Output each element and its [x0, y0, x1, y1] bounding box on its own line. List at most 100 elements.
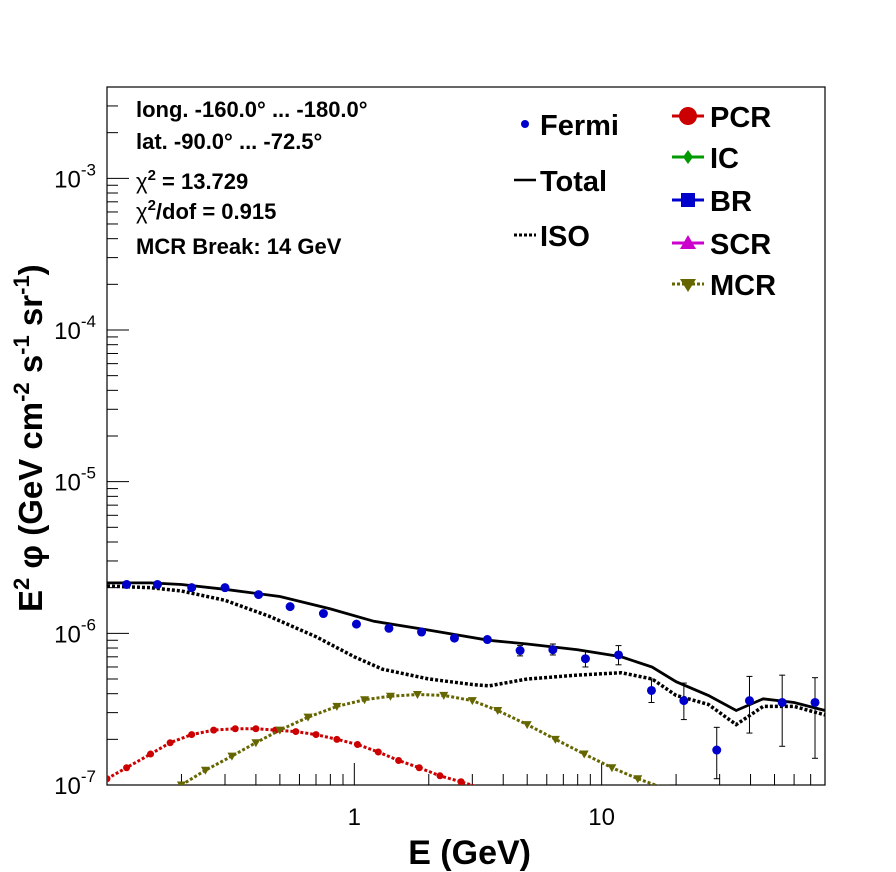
legend-pcr-marker: [679, 107, 697, 125]
legend-fermi: Fermi: [521, 110, 619, 142]
pcr-point: [312, 731, 320, 739]
pcr-point: [481, 784, 484, 785]
y-tick-label: 10-6: [54, 615, 96, 648]
x-tick-label: 1: [348, 804, 361, 831]
y-tick-label: 10-4: [54, 312, 96, 345]
pcr-point: [147, 750, 155, 758]
fermi-point: [384, 623, 394, 633]
mcr-point: [607, 764, 617, 773]
axis-ticks: [106, 86, 826, 786]
fermi-point: [777, 697, 787, 707]
legend-scr-label: SCR: [710, 229, 771, 261]
legend-total-label: Total: [540, 166, 607, 198]
fermi-point: [810, 697, 820, 707]
y-tick-label: 10-7: [54, 767, 96, 800]
fermi-point: [318, 609, 328, 619]
x-axis-title: E (GeV): [408, 834, 531, 872]
mcr-point: [200, 766, 210, 775]
fermi-point: [515, 646, 525, 656]
fermi-point: [712, 745, 722, 755]
legend-mcr: MCR: [672, 270, 776, 302]
legend-fermi-marker: [521, 120, 529, 128]
legend-total: Total: [514, 166, 607, 198]
mcr-point: [493, 706, 503, 715]
fermi-point: [646, 685, 656, 695]
pcr-point: [166, 739, 174, 747]
fermi-point: [285, 602, 295, 612]
info-longitude: long. -160.0° ... -180.0°: [136, 97, 368, 122]
legend-pcr: PCR: [672, 102, 771, 134]
info-chi2: χ2 = 13.729: [136, 167, 248, 194]
pcr-point: [395, 757, 403, 765]
mcr-point: [176, 781, 186, 785]
fermi-point: [614, 650, 624, 660]
info-chi2-dof: χ2/dof = 0.915: [136, 197, 276, 224]
fermi-point: [679, 696, 689, 706]
pcr-point: [188, 731, 196, 739]
info-latitude: lat. -90.0° ... -72.5°: [136, 129, 322, 154]
mcr-point: [522, 721, 532, 730]
pcr-point: [436, 772, 444, 780]
pcr-point: [415, 764, 423, 772]
legend-br: BR: [672, 186, 752, 218]
mcr-point: [579, 750, 589, 759]
fermi-point: [548, 645, 558, 655]
legend-br-marker: [681, 193, 695, 207]
mcr-point: [251, 739, 261, 748]
pcr-point: [252, 725, 260, 733]
legend-scr: SCR: [672, 229, 771, 261]
pcr-point: [374, 748, 382, 756]
axis-tick-labels: 1 10 10-7 10-6 10-5 10-4 10-3: [54, 160, 615, 831]
legend-pcr-label: PCR: [710, 102, 771, 134]
fermi-point: [122, 579, 132, 589]
legend-mcr-label: MCR: [710, 270, 776, 302]
fermi-point: [580, 654, 590, 664]
mcr-point: [275, 726, 285, 735]
mcr-point: [439, 691, 449, 700]
mcr-point: [467, 697, 477, 706]
y-axis-title-text: E2 φ (GeV cm-2 s-1 sr-1): [9, 264, 49, 612]
legend-iso-label: ISO: [540, 221, 590, 253]
legend-mcr-marker: [680, 279, 696, 292]
pcr-point: [210, 726, 218, 734]
mcr-point: [412, 691, 422, 700]
legend-fermi-label: Fermi: [540, 110, 619, 142]
x-tick-label: 10: [588, 804, 615, 831]
fermi-point: [152, 579, 162, 589]
y-tick-label: 10-3: [54, 160, 96, 193]
pcr-point: [457, 778, 465, 785]
fermi-point: [744, 696, 754, 706]
info-mcr-break: MCR Break: 14 GeV: [136, 234, 342, 259]
fermi-point: [187, 583, 197, 593]
mcr-point: [660, 784, 670, 785]
mcr-point: [385, 692, 395, 701]
pcr-point: [333, 735, 341, 743]
mcr-point: [633, 775, 643, 784]
fermi-point: [220, 583, 230, 593]
legend-ic-label: IC: [710, 143, 739, 175]
fermi-point: [417, 627, 427, 637]
y-tick-label: 10-5: [54, 464, 96, 497]
pcr-point: [231, 725, 239, 733]
mcr-point: [360, 696, 370, 705]
pcr-point: [292, 728, 300, 736]
fermi-point: [482, 635, 492, 645]
pcr-point: [107, 775, 111, 783]
mcr-point: [550, 735, 560, 744]
fermi-point: [351, 619, 361, 629]
series-curves: [107, 581, 825, 785]
fermi-point: [449, 633, 459, 643]
mcr-point: [227, 752, 237, 761]
legend-ic-marker: [683, 150, 693, 164]
y-axis-title: E2 φ (GeV cm-2 s-1 sr-1): [9, 264, 49, 612]
legend-scr-marker: [680, 235, 696, 249]
pcr-point: [123, 764, 131, 772]
mcr-point: [303, 713, 313, 722]
fermi-point: [254, 590, 264, 600]
series-points: [122, 579, 820, 780]
pcr-point: [353, 740, 361, 748]
legend-br-label: BR: [710, 186, 752, 218]
legend-ic: IC: [672, 143, 739, 175]
legend-iso: ISO: [514, 221, 590, 253]
